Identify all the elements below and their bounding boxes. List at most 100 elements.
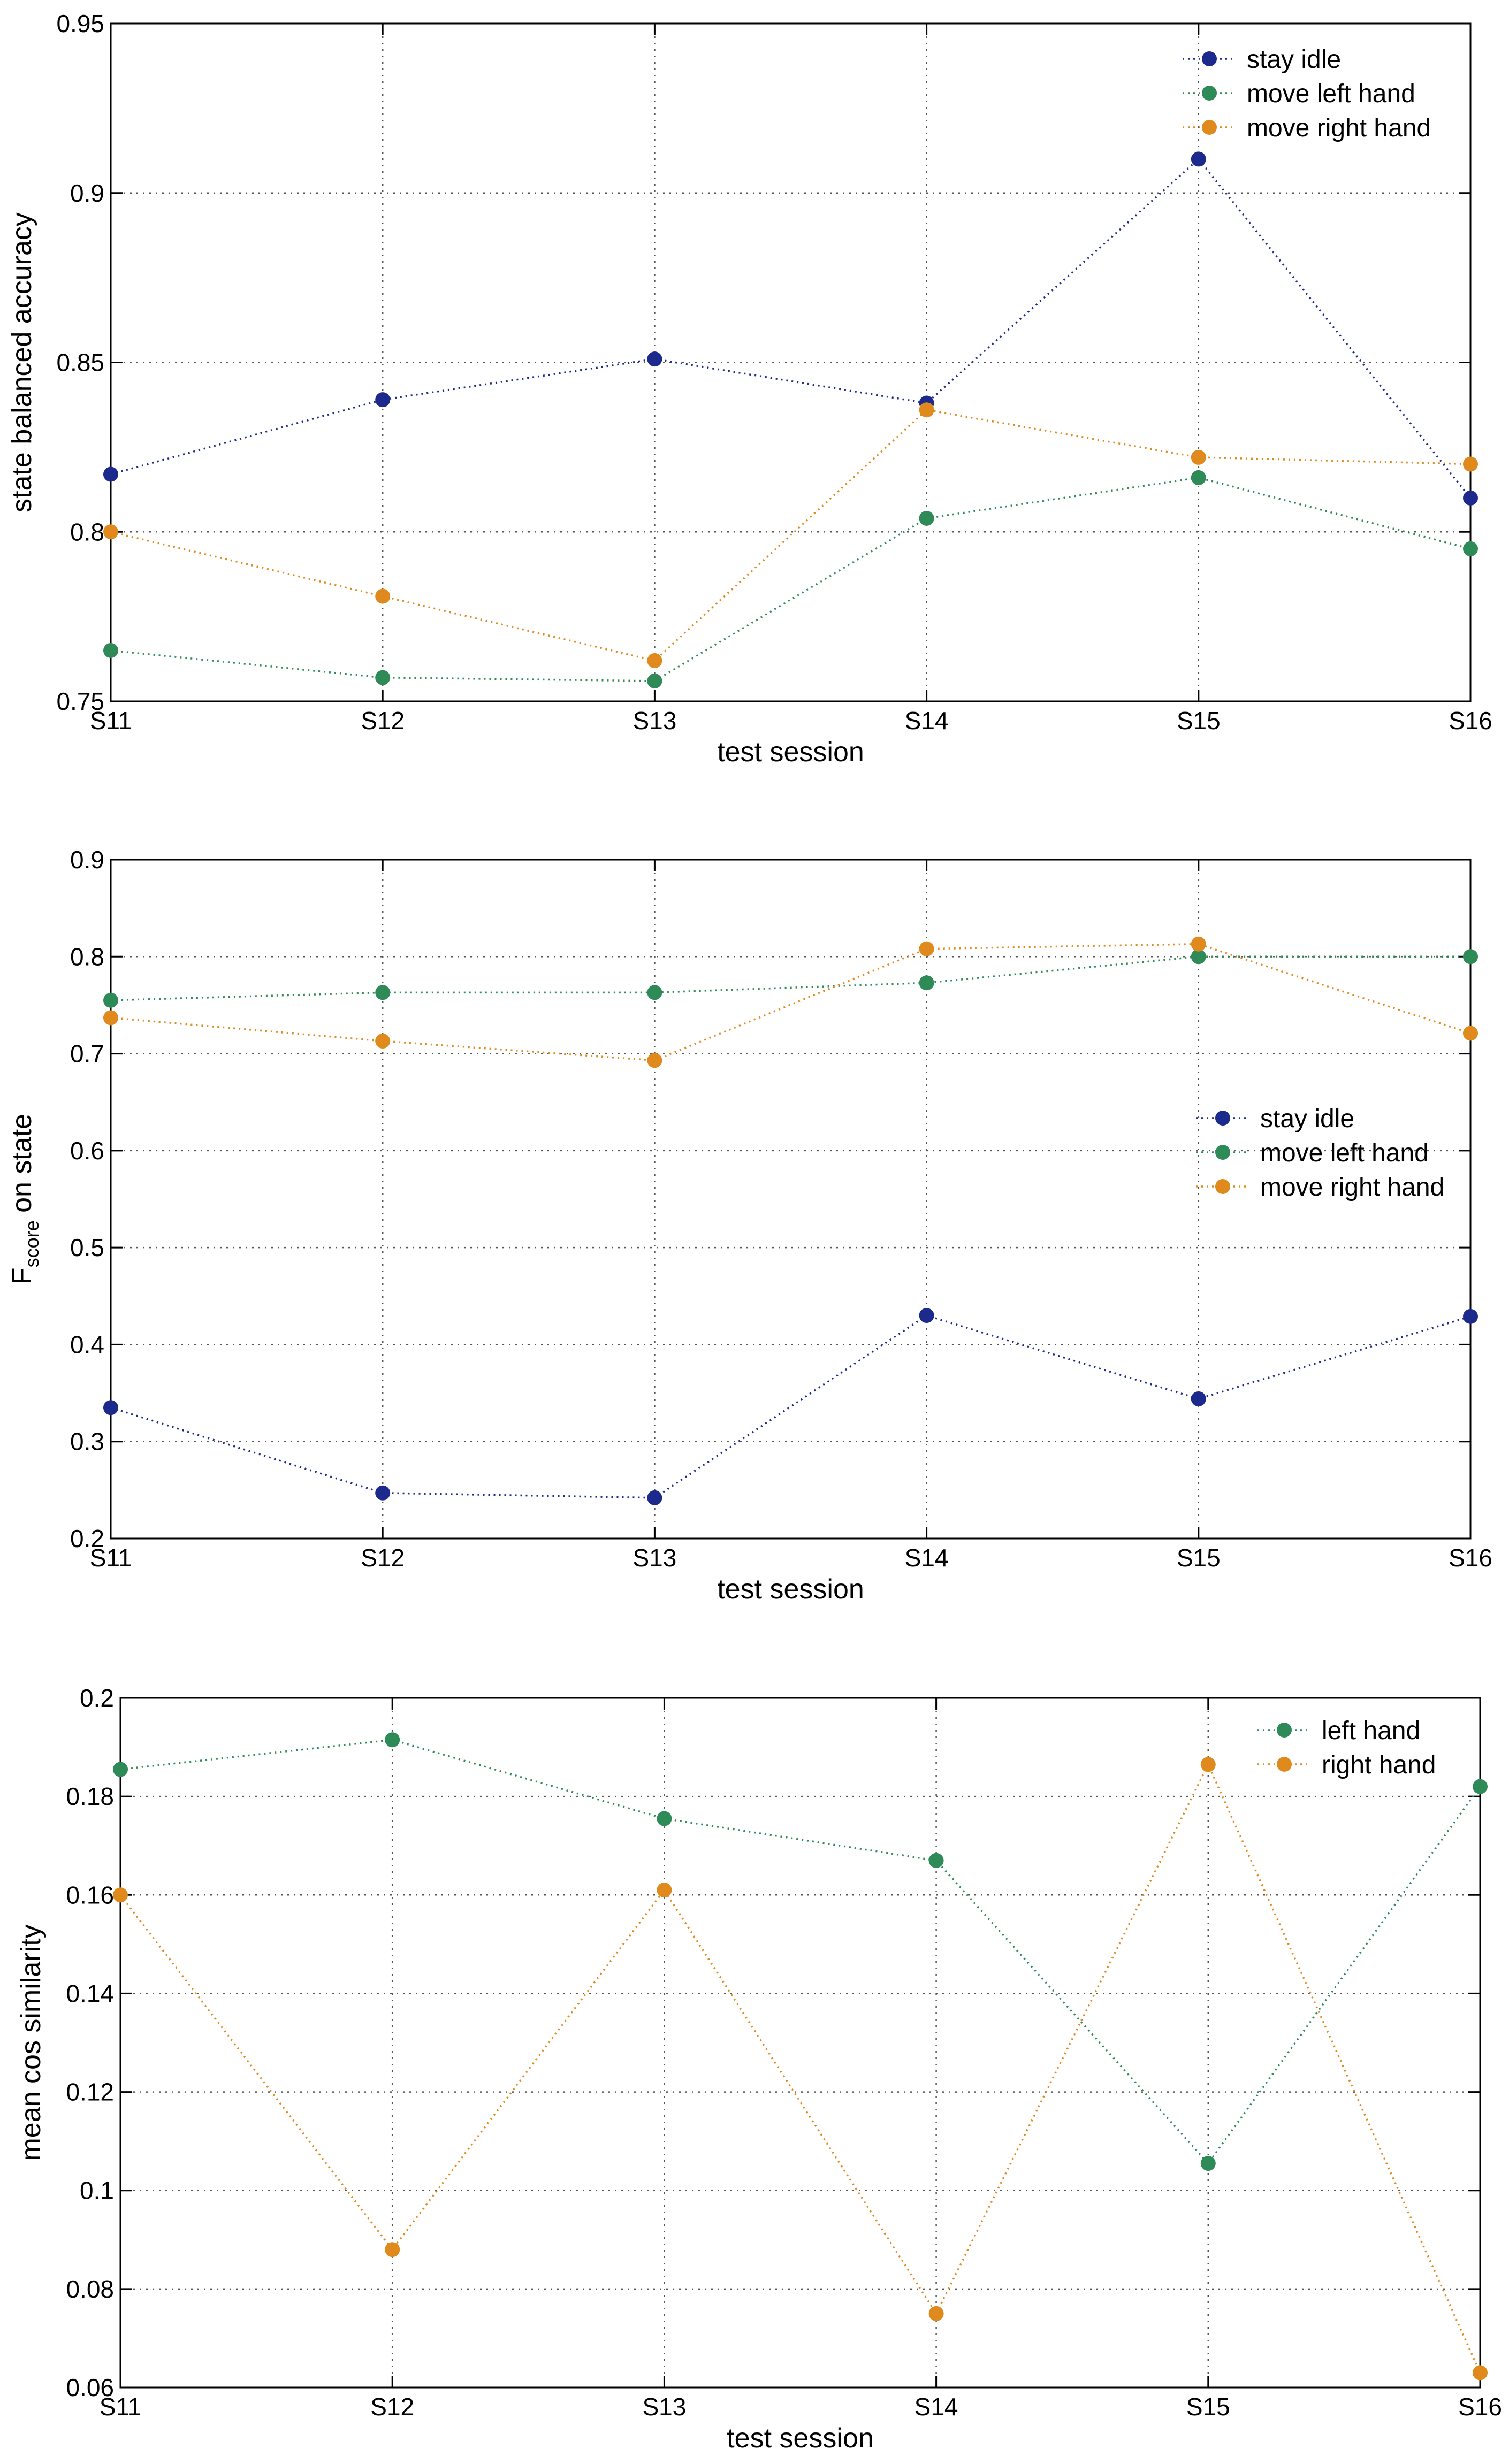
y-tick-label: 0.9: [70, 846, 104, 874]
y-tick-label: 0.5: [70, 1234, 104, 1261]
series-move-right-hand: [103, 402, 1478, 668]
data-point: [928, 1853, 944, 1868]
data-point: [1200, 2156, 1216, 2171]
plot-frame: [119, 1697, 1481, 2389]
legend-marker: [1215, 1111, 1230, 1126]
legend-entry: move right hand: [1196, 1173, 1444, 1202]
y-tick-label: 0.7: [70, 1040, 104, 1068]
data-point: [1191, 449, 1206, 465]
data-point: [385, 1732, 400, 1748]
y-tick-label: 0.2: [80, 1684, 114, 1712]
legend-entry: right hand: [1258, 1751, 1436, 1779]
y-axis-label-main: F: [6, 1267, 37, 1284]
x-tick-label: S15: [1177, 1544, 1221, 1572]
x-tick-label: S13: [642, 2393, 686, 2421]
series-move-left-hand: [103, 949, 1478, 1008]
legend-marker: [1215, 1145, 1230, 1160]
legend-marker: [1202, 51, 1217, 66]
y-tick-label: 0.8: [70, 518, 104, 546]
data-point: [375, 670, 391, 685]
data-point: [919, 1308, 934, 1323]
data-point: [103, 1010, 118, 1026]
legend-marker: [1277, 1757, 1292, 1772]
data-point: [1191, 936, 1206, 952]
y-axis-label: Fscore on state: [6, 1114, 43, 1284]
x-tick-label: S16: [1449, 1544, 1492, 1572]
data-point: [1191, 949, 1206, 965]
legend-marker: [1202, 86, 1217, 101]
y-tick-label: 0.75: [56, 687, 104, 715]
data-point: [657, 1883, 672, 1898]
data-point: [647, 351, 662, 367]
data-point: [1463, 490, 1478, 506]
x-tick-label: S12: [361, 707, 405, 734]
x-tick-label: S11: [100, 2393, 141, 2421]
y-tick-label: 0.08: [66, 2275, 114, 2303]
data-point: [1473, 1779, 1488, 1794]
x-tick-label: S14: [905, 1544, 949, 1572]
series-line: [110, 409, 1471, 662]
data-point: [919, 941, 934, 956]
x-axis-label: test session: [727, 2423, 874, 2454]
legend-label: move left hand: [1247, 80, 1415, 108]
data-point: [1191, 151, 1206, 167]
legend-label: left hand: [1322, 1717, 1420, 1745]
data-point: [375, 588, 391, 604]
series-move-left-hand: [103, 470, 1478, 688]
series-line: [110, 477, 1471, 682]
y-tick-label: 0.3: [70, 1428, 104, 1456]
data-point: [103, 466, 118, 482]
y-tick-label: 0.9: [70, 179, 104, 207]
data-point: [657, 1811, 672, 1826]
data-point: [1463, 949, 1478, 965]
y-axis-label-rest: on state: [6, 1114, 37, 1220]
x-tick-label: S15: [1186, 2393, 1230, 2421]
series-line: [110, 157, 1472, 499]
x-tick-label: S16: [1449, 707, 1492, 734]
data-point: [647, 985, 662, 1000]
series-line: [110, 955, 1470, 1001]
x-tick-label: S15: [1177, 707, 1221, 734]
legend-label: stay idle: [1260, 1105, 1354, 1133]
legend-entry: stay idle: [1183, 45, 1341, 74]
data-point: [647, 653, 662, 668]
data-point: [1463, 541, 1478, 556]
x-tick-label: S14: [914, 2393, 958, 2421]
y-tick-label: 0.1: [80, 2177, 114, 2205]
data-point: [1473, 2365, 1488, 2381]
x-tick-label: S13: [632, 707, 676, 734]
legend-entry: move left hand: [1183, 80, 1415, 108]
y-axis-label-sub: score: [21, 1220, 43, 1267]
y-tick-label: 0.2: [70, 1525, 104, 1552]
data-point: [919, 510, 934, 526]
y-axis-label: state balanced accuracy: [6, 212, 37, 512]
y-tick-label: 0.14: [66, 1979, 114, 2007]
chart-1: 0.75 0.8 0.85 0.9 0.95 S11 S12 S13 S14 S15 S16 test…: [6, 10, 1492, 768]
data-point: [1191, 470, 1206, 485]
legend-label: right hand: [1322, 1751, 1436, 1779]
data-point: [647, 1053, 662, 1068]
x-tick-label: S14: [905, 707, 949, 734]
y-tick-label: 0.4: [70, 1330, 104, 1358]
legend-entry: move right hand: [1183, 114, 1431, 142]
data-point: [385, 2242, 400, 2258]
series-stay-idle: [103, 1308, 1478, 1505]
data-point: [647, 1490, 662, 1505]
data-point: [1200, 1757, 1216, 1772]
y-tick-label: 0.12: [66, 2078, 114, 2106]
chart-3: 0.06 0.08 0.1 0.12 0.14 0.16 0.18 0.2 S11 S12 S13 S…: [16, 1684, 1502, 2454]
data-point: [375, 392, 391, 408]
y-tick-label: 0.8: [70, 943, 104, 970]
legend-label: stay idle: [1247, 45, 1341, 74]
x-axis-label: test session: [717, 1574, 864, 1605]
x-tick-label: S16: [1458, 2393, 1502, 2421]
x-tick-label: S12: [361, 1544, 405, 1572]
y-tick-label: 0.06: [66, 2374, 114, 2401]
plot-frame: [110, 859, 1472, 1540]
y-tick-label: 0.85: [56, 349, 104, 377]
data-point: [103, 642, 118, 658]
x-tick-label: S12: [370, 2393, 414, 2421]
x-tick-label: S11: [90, 707, 132, 734]
legend-label: move left hand: [1260, 1139, 1429, 1167]
data-point: [1191, 1391, 1206, 1406]
